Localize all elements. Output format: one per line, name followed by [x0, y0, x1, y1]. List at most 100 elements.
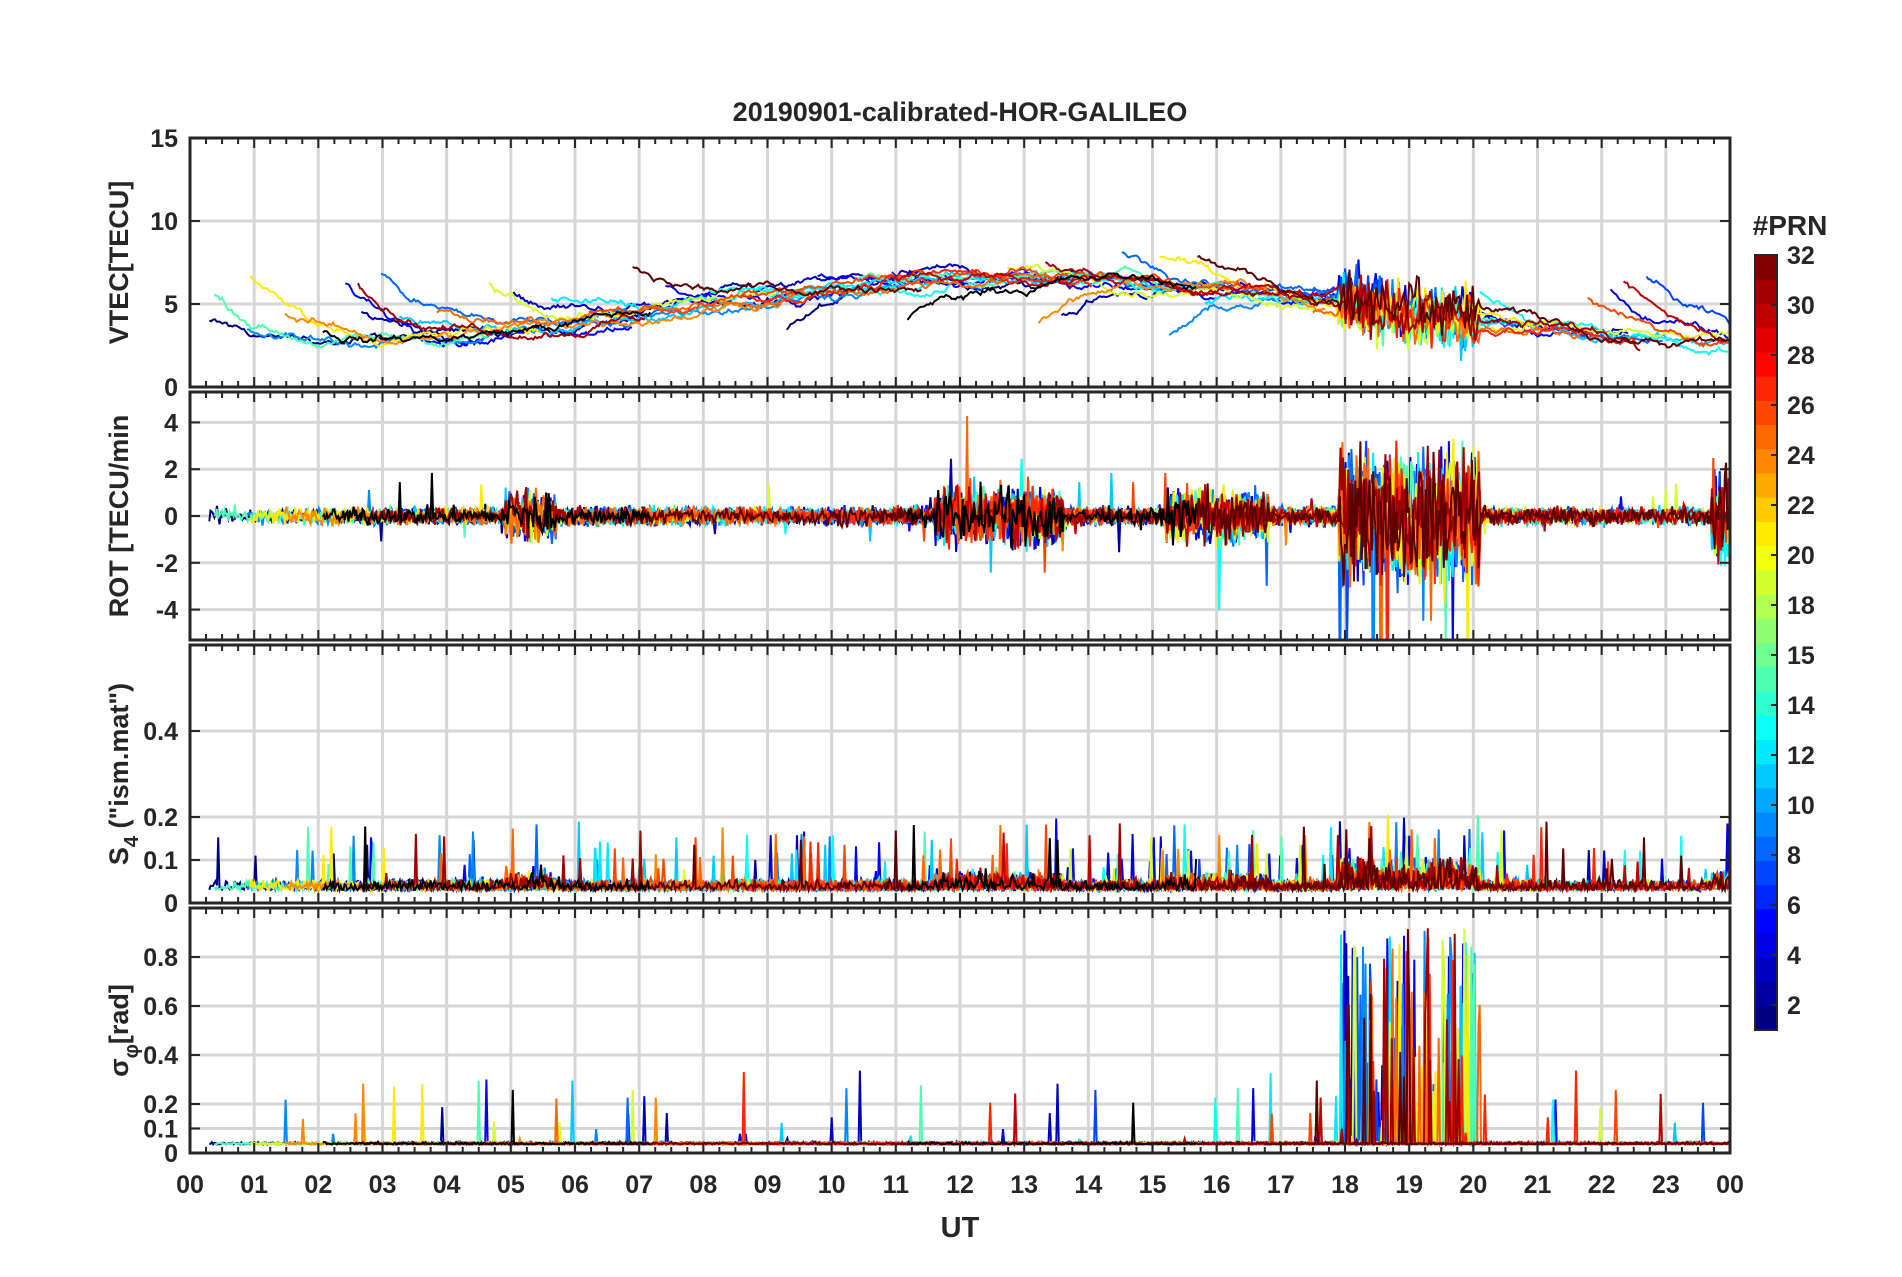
x-tick-label: 14 [1074, 1171, 1102, 1199]
colorbar-segment [1755, 666, 1777, 692]
series-prn-25 [436, 271, 1056, 327]
x-tick-label: 09 [754, 1171, 782, 1199]
series-prn-33 [631, 830, 922, 894]
series-prn-36 [906, 272, 1197, 321]
series-prn-19 [488, 281, 776, 321]
y-tick-label: 2 [164, 456, 178, 484]
x-tick-label: 12 [946, 1171, 974, 1199]
colorbar-segment [1755, 472, 1777, 498]
series-prn-36 [322, 1089, 651, 1147]
series-prn-33 [1197, 255, 1729, 349]
colorbar-segment [1755, 303, 1777, 329]
series-prn-24 [284, 300, 782, 346]
y-tick-label: 0.2 [143, 1091, 178, 1119]
series-prn-27 [740, 1071, 1092, 1147]
y-tick-label: -4 [156, 597, 178, 625]
x-tick-label: 22 [1588, 1171, 1616, 1199]
chart-title: 20190901-calibrated-HOR-GALILEO [733, 97, 1188, 127]
series-prn-26 [1587, 297, 1729, 348]
series-prn-36 [322, 310, 651, 345]
y-tick-label: 0.8 [143, 944, 178, 972]
colorbar-tick-label: 28 [1787, 342, 1815, 370]
x-tick-label: 05 [497, 1171, 525, 1199]
x-tick-label: 07 [625, 1171, 653, 1199]
series-prn-30 [1622, 280, 1730, 343]
panel-vtec: 0 5 10 15 VTEC[TECU] [104, 125, 1732, 402]
series-prn-36 [907, 1102, 1197, 1146]
colorbar-tick-label: 32 [1787, 242, 1815, 270]
series-prn-30 [892, 1004, 1368, 1148]
series-prn-5 [816, 441, 1630, 640]
series-prn-3 [513, 1070, 1080, 1147]
colorbar-segment [1755, 618, 1777, 643]
panel-rot: -4 -2 0 2 4 ROT [TECU/min [104, 390, 1732, 642]
series-prn-2 [360, 1107, 805, 1147]
colorbar-tick-label: 2 [1787, 992, 1801, 1020]
x-tick-label: 13 [1010, 1171, 1038, 1199]
colorbar-segment [1755, 908, 1777, 934]
series-prn-5 [345, 282, 633, 348]
colorbar-segment [1755, 933, 1777, 958]
x-tick-label: 17 [1267, 1171, 1295, 1199]
colorbar-segment [1755, 690, 1777, 716]
colorbar-segment [1755, 327, 1777, 353]
y-tick-label: -2 [156, 550, 178, 578]
y-axis-label: ROT [TECU/min [104, 415, 134, 618]
y-tick-label: 0 [164, 374, 178, 402]
y-axis-label: σφ[rad] [104, 984, 143, 1077]
series-prn-7 [1645, 275, 1730, 325]
series-prn-33 [1197, 929, 1730, 1147]
colorbar-tick-label: 20 [1787, 542, 1815, 570]
series-prn-33 [1196, 821, 1730, 894]
colorbar-tick-label: 4 [1787, 942, 1801, 970]
series-prn-7 [968, 440, 1390, 640]
colorbar-tick-label: 22 [1787, 492, 1815, 520]
series-prn-33 [632, 265, 922, 297]
series-prn-13 [1479, 290, 1729, 357]
colorbar-segment [1755, 981, 1777, 1007]
series-prn-13 [1479, 1099, 1730, 1147]
colorbar-tick-label: 12 [1787, 742, 1815, 770]
colorbar-tick-label: 26 [1787, 392, 1815, 420]
colorbar-segment [1755, 569, 1777, 595]
colorbar-segment [1755, 351, 1777, 377]
colorbar-segment [1755, 1005, 1777, 1031]
series-prn-31 [1044, 445, 1642, 569]
series-prn-24 [284, 1083, 783, 1146]
series-prn-2 [1060, 943, 1351, 1146]
colorbar-segment [1755, 787, 1777, 813]
colorbar-tick-label: 15 [1787, 642, 1815, 670]
series-prn-11 [1443, 952, 1730, 1147]
x-tick-label: 11 [883, 1171, 910, 1199]
series-prn-4 [1609, 288, 1729, 339]
x-tick-label: 20 [1459, 1171, 1487, 1199]
series-prn-33 [1196, 441, 1730, 586]
colorbar-segment [1755, 448, 1777, 474]
x-tick-label: 08 [689, 1171, 717, 1199]
colorbar-segment [1755, 424, 1777, 450]
panel-sigma_phi: 00.10.2 0.4 0.6 0.8σφ[rad] [104, 906, 1732, 1168]
series-prn-11 [1442, 286, 1730, 361]
series-prn-27 [1347, 279, 1636, 349]
x-axis: 00 01 02 03 04 05 06 07 08 09 10 11 12 13 14 15 16 17 18 19… [176, 1171, 1744, 1199]
colorbar-tick-label: 14 [1787, 692, 1815, 720]
colorbar-tick-label: 10 [1787, 792, 1815, 820]
colorbar-segment [1755, 400, 1777, 426]
series-prn-36 [321, 472, 652, 537]
y-tick-label: 4 [164, 409, 178, 437]
colorbar-tick-label: 30 [1787, 292, 1815, 320]
y-tick-label: 0.4 [143, 718, 178, 746]
colorbar-tick-label: 6 [1787, 892, 1801, 920]
x-tick-label: 00 [1716, 1171, 1744, 1199]
x-tick-label: 02 [304, 1171, 332, 1199]
y-tick-label: 5 [164, 291, 178, 319]
colorbar-segment [1755, 594, 1777, 619]
colorbar-segment [1755, 545, 1777, 571]
series-group [208, 415, 1730, 640]
colorbar-tick-label: 18 [1787, 592, 1815, 620]
x-tick-label: 01 [240, 1171, 268, 1199]
colorbar-segment [1755, 763, 1777, 789]
series-prn-36 [906, 481, 1198, 549]
